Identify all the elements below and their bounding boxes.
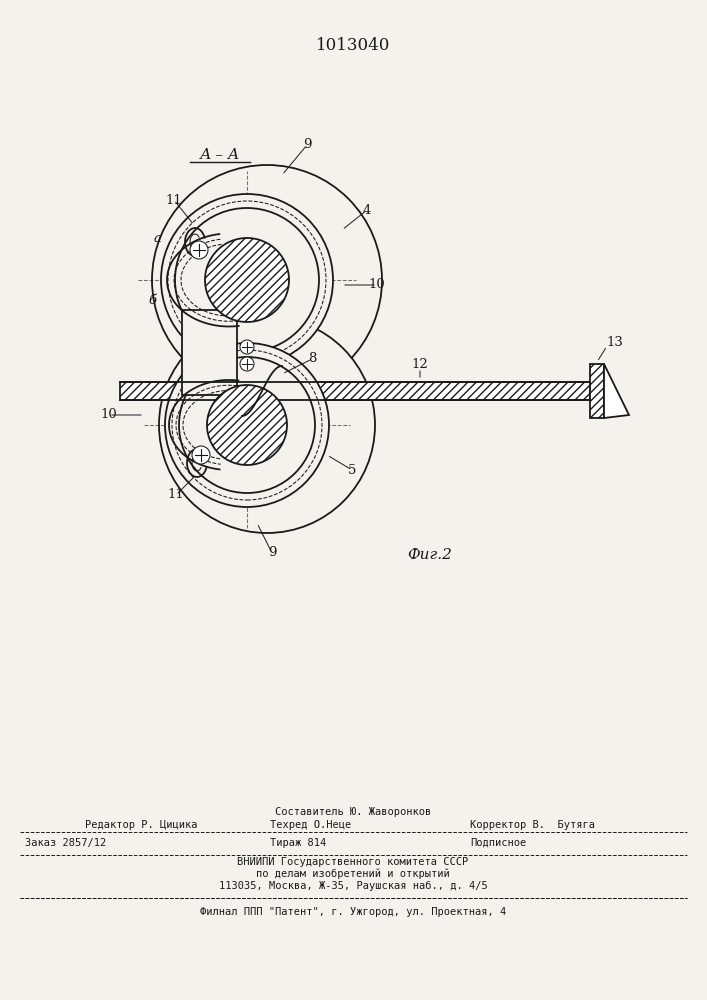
Text: 11: 11 [165, 194, 182, 207]
Text: 10: 10 [368, 278, 385, 292]
Text: 1013040: 1013040 [316, 36, 390, 53]
Text: Техред О.Неце: Техред О.Неце [270, 820, 351, 830]
Circle shape [192, 446, 210, 464]
Text: 11: 11 [168, 488, 185, 502]
Text: А – А: А – А [200, 148, 240, 162]
Polygon shape [604, 364, 629, 418]
Circle shape [159, 317, 375, 533]
Circle shape [165, 343, 329, 507]
Text: Составитель Ю. Жаворонков: Составитель Ю. Жаворонков [275, 807, 431, 817]
Text: 10: 10 [100, 408, 117, 422]
Circle shape [190, 241, 208, 259]
Text: Филнал ППП "Патент", г. Ужгород, ул. Проектная, 4: Филнал ППП "Патент", г. Ужгород, ул. Про… [200, 907, 506, 917]
Circle shape [175, 208, 319, 352]
Circle shape [179, 357, 315, 493]
Text: а: а [153, 232, 161, 244]
Text: по делам изобретений и открытий: по делам изобретений и открытий [256, 869, 450, 879]
Text: 5: 5 [348, 464, 356, 477]
Text: 13: 13 [607, 336, 624, 349]
Text: ВНИИПИ Государственного комитета СССР: ВНИИПИ Государственного комитета СССР [238, 857, 469, 867]
Bar [120, 382, 590, 400]
Circle shape [161, 194, 333, 366]
Text: 113035, Москва, Ж-35, Раушская наб., д. 4/5: 113035, Москва, Ж-35, Раушская наб., д. … [218, 881, 487, 891]
Circle shape [207, 385, 287, 465]
Bar [590, 364, 604, 418]
Text: Корректор В.  Бутяга: Корректор В. Бутяга [470, 820, 595, 830]
Text: 8: 8 [308, 353, 316, 365]
Text: 9: 9 [268, 546, 276, 560]
Circle shape [152, 165, 382, 395]
Text: Фиг.2: Фиг.2 [407, 548, 452, 562]
Circle shape [240, 340, 254, 354]
Text: 4: 4 [363, 204, 371, 217]
Text: б: б [148, 294, 156, 306]
Text: Подписное: Подписное [470, 838, 526, 848]
Text: Заказ 2857/12: Заказ 2857/12 [25, 838, 106, 848]
Text: Редактор Р. Цицика: Редактор Р. Цицика [85, 820, 197, 830]
Text: 12: 12 [411, 358, 428, 370]
Text: 9: 9 [303, 138, 311, 151]
Circle shape [205, 238, 289, 322]
Bar [182, 310, 237, 395]
Circle shape [240, 357, 254, 371]
Text: Тираж 814: Тираж 814 [270, 838, 326, 848]
